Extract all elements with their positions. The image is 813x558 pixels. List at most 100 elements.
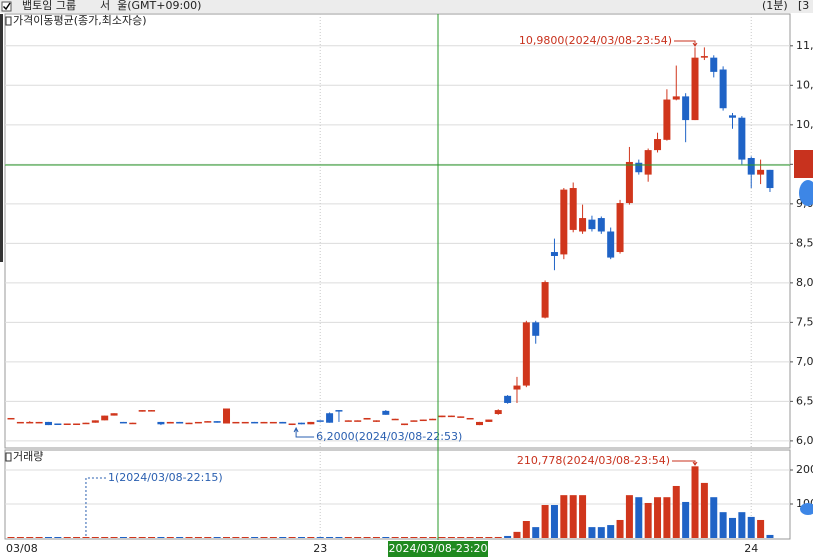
y-tick-label: 8,500 [796, 236, 813, 249]
candle-body [429, 418, 437, 421]
candle-body [363, 417, 371, 420]
candle-body [129, 422, 137, 425]
volume-bar [438, 537, 446, 538]
candle-body [110, 413, 118, 416]
volume-bar [16, 537, 24, 538]
volume-bar [35, 537, 43, 538]
candle-body [635, 162, 643, 173]
candle-body [54, 423, 62, 426]
volume-bar [560, 495, 568, 538]
candle-body [344, 420, 352, 422]
candle-body [569, 188, 577, 230]
volume-min-annotation: 1(2024/03/08-22:15) [108, 471, 223, 484]
volume-marker[interactable] [800, 503, 813, 515]
volume-bar [738, 512, 746, 538]
volume-bar [382, 537, 390, 538]
price-marker[interactable] [799, 180, 813, 206]
volume-bar [485, 537, 493, 538]
volume-bar [148, 537, 156, 538]
candle-body [223, 408, 231, 424]
volume-bar [747, 516, 755, 538]
y-tick-label: 6,000 [796, 434, 813, 447]
volume-bar [700, 482, 708, 538]
candle-body [297, 422, 305, 425]
volume-bar [91, 537, 99, 538]
volume-bar [504, 535, 512, 538]
candle-body [550, 252, 558, 256]
volume-bar [119, 537, 127, 538]
volume-bar [419, 537, 427, 538]
candle-body [101, 415, 109, 421]
volume-bar [654, 497, 662, 538]
candle-body [541, 282, 549, 318]
interval-label: (1분) [762, 0, 788, 12]
candle-body [251, 421, 259, 424]
volume-bar [185, 537, 193, 538]
candle-body [307, 421, 315, 425]
checkbox[interactable] [1, 1, 12, 12]
candle-body [672, 96, 680, 100]
candle-body [757, 169, 765, 175]
candle-body [644, 150, 652, 175]
candle-body [494, 410, 502, 415]
candle-body [260, 421, 268, 424]
volume-bar [513, 531, 521, 538]
volume-bar [410, 537, 418, 538]
candle-body [35, 421, 43, 424]
candle-body [204, 421, 212, 423]
left-edge [0, 14, 3, 262]
volume-bar [194, 537, 202, 538]
candle-body [597, 218, 605, 232]
volume-bar [307, 537, 315, 538]
volume-bar [326, 537, 334, 538]
candle-body [654, 139, 662, 151]
price-pane [4, 13, 791, 449]
candle-body [44, 421, 52, 426]
volume-bar [766, 534, 774, 538]
candle-body [288, 423, 296, 426]
volume-bar [429, 537, 437, 538]
volume-bar [251, 537, 259, 538]
pane-icon [5, 16, 12, 26]
candle-body [485, 419, 493, 422]
candle-body [138, 410, 146, 412]
volume-bar [532, 527, 540, 538]
volume-bar [372, 537, 380, 538]
volume-bar [672, 485, 680, 538]
candle-body [148, 410, 156, 412]
volume-bar [26, 537, 34, 538]
volume-bar [297, 537, 305, 538]
candle-body [91, 420, 99, 423]
high-annotation: 10,9800(2024/03/08-23:54) [519, 34, 672, 47]
candle-body [532, 322, 540, 336]
candle-body [326, 413, 334, 423]
candle-body [438, 415, 446, 418]
volume-bar [616, 519, 624, 538]
volume-bar [260, 537, 268, 538]
candle-body [766, 169, 774, 189]
volume-bar [476, 537, 483, 538]
volume-bar [354, 537, 362, 538]
volume-pane-title: 거래량 [13, 450, 43, 463]
price-pane-title: 가격이동평균(종가,최소자승) [13, 14, 147, 27]
volume-bar [710, 497, 718, 538]
volume-bar [129, 537, 137, 538]
candle-body [466, 417, 474, 420]
volume-bar [363, 537, 371, 538]
candle-body [166, 421, 174, 424]
candle-body [691, 57, 699, 121]
candle-body [476, 421, 483, 426]
volume-bar [223, 537, 231, 538]
candle-body [335, 410, 343, 412]
timezone-label: 서 울(GMT+09:00) [100, 0, 201, 12]
candle-body [316, 420, 324, 422]
volume-bar [157, 537, 165, 538]
volume-bar [466, 537, 474, 538]
volume-bar [607, 525, 615, 538]
candle-body [522, 322, 530, 386]
candle-body [728, 115, 736, 118]
volume-bar [550, 505, 558, 538]
candle-body [16, 421, 24, 424]
